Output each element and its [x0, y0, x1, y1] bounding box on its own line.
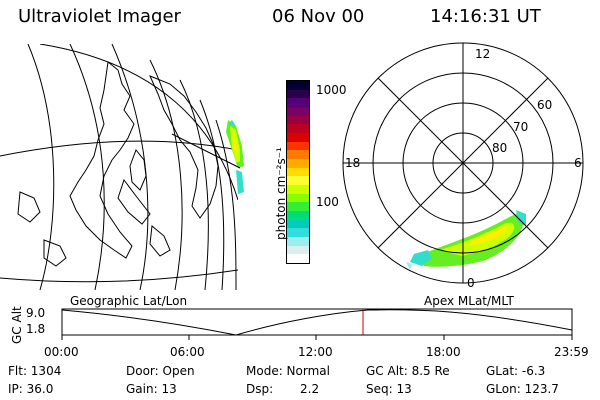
mlt-label-0: 0: [467, 276, 475, 290]
info-gain: Gain: 13: [126, 382, 177, 396]
colorbar-step: [287, 245, 309, 255]
xtick-2359: 23:59: [554, 345, 589, 359]
info-seq: Seq: 13: [366, 382, 412, 396]
colorbar-step: [287, 185, 309, 194]
colorbar-step: [287, 219, 309, 229]
colorbar-step: [287, 193, 309, 203]
info-glon: GLon: 123.7: [486, 382, 559, 396]
info-ip: IP: 36.0: [8, 382, 54, 396]
date-label: 06 Nov 00: [272, 6, 365, 27]
colorbar-step: [287, 115, 309, 125]
colorbar-step: [287, 150, 309, 160]
info-door: Door: Open: [126, 364, 195, 378]
colorbar-step: [287, 176, 309, 186]
landmass-outline: [69, 61, 135, 259]
info-flight: Flt: 1304: [8, 364, 62, 378]
mlt-label-18: 18: [345, 156, 361, 170]
xtick-1800: 18:00: [426, 345, 461, 359]
apex-label: Apex MLat/MLT: [424, 294, 514, 308]
altitude-ytick-1-8: 1.8: [26, 322, 46, 336]
globe-limb: [39, 44, 238, 201]
info-glat: GLat: -6.3: [486, 364, 546, 378]
colorbar-step: [287, 89, 309, 99]
colorbar-step: [287, 228, 309, 238]
lat-label-60: 60: [537, 98, 553, 112]
colorbar-step: [287, 124, 309, 134]
xtick-0600: 06:00: [170, 345, 205, 359]
colorbar-step: [287, 81, 309, 90]
colorbar-step: [287, 141, 309, 151]
mlt-label-6: 6: [574, 156, 582, 170]
colorbar-step: [287, 107, 309, 116]
colorbar-step: [287, 167, 309, 177]
time-label: 14:16:31 UT: [430, 6, 541, 27]
colorbar-step: [287, 211, 309, 220]
colorbar-step: [287, 254, 309, 264]
colorbar: [286, 80, 310, 264]
lat-label-80: 80: [492, 141, 508, 155]
colorbar-step: [287, 133, 309, 142]
meridian-line: [27, 44, 55, 290]
geographic-label: Geographic Lat/Lon: [70, 294, 188, 308]
colorbar-step: [287, 98, 309, 108]
info-dsp-value: 2.2: [300, 382, 320, 396]
xtick-0000: 00:00: [44, 345, 79, 359]
info-mode: Mode: Normal: [246, 364, 330, 378]
altitude-ylabel: GC Alt: [10, 306, 24, 344]
colorbar-tick-100: 100: [316, 195, 339, 209]
altitude-curve: [61, 309, 573, 336]
colorbar-step: [287, 159, 309, 168]
colorbar-step: [287, 237, 309, 246]
lat-label-70: 70: [513, 120, 529, 134]
altitude-ytick-9: 9.0: [26, 306, 46, 320]
app-title: Ultraviolet Imager: [18, 6, 181, 27]
meridian-line: [69, 44, 105, 290]
map-aurora: [226, 120, 244, 194]
xtick-1200: 12:00: [298, 345, 333, 359]
colorbar-step: [287, 202, 309, 212]
parallel-line: [0, 140, 238, 157]
info-dsp-label: Dsp:: [246, 382, 274, 396]
colorbar-tick-1000: 1000: [316, 83, 347, 97]
info-gc-alt: GC Alt: 8.5 Re: [366, 364, 450, 378]
mlt-label-12: 12: [475, 47, 491, 61]
